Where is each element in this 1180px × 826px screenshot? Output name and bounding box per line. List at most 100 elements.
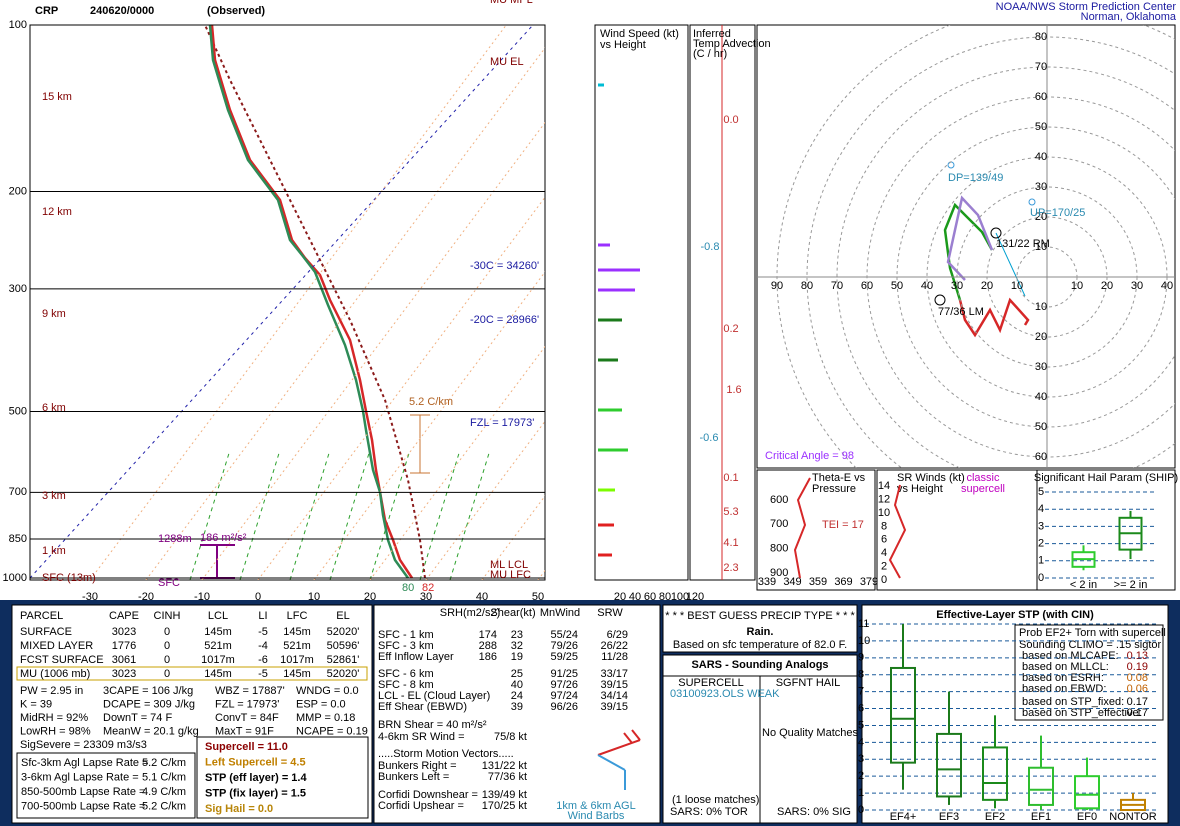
- adv-value: 5.3: [723, 506, 738, 518]
- stp-prob: Prob EF2+ Torn with supercell: [1019, 627, 1166, 639]
- profiles: [30, 25, 534, 579]
- y-tick-label: 10: [858, 635, 870, 647]
- skewt-annotation: MU MPL: [490, 0, 533, 6]
- pressure-label: 200: [9, 185, 27, 197]
- bottom-boxes: [11, 604, 1169, 824]
- isotherm: [313, 271, 545, 580]
- skewt-annotation: FZL = 17973': [470, 417, 534, 429]
- kin-cell: 11/28: [601, 651, 628, 663]
- composite: Left Supercell = 4.5: [205, 756, 306, 768]
- ring-label: 20: [1035, 331, 1047, 343]
- parcel-cell: 3023: [112, 626, 136, 638]
- mixing-line: [369, 449, 411, 580]
- isotherm: [369, 345, 545, 580]
- wind-title: Wind Speed (kt): [600, 28, 679, 40]
- y-tick-label: 5: [1038, 486, 1044, 498]
- wind-tick: 120: [686, 591, 704, 603]
- sr-ytick: 14: [878, 480, 890, 492]
- lapse-value: 5.2 C/km: [142, 800, 186, 812]
- wind-bars: [598, 83, 640, 557]
- isotherm: [145, 47, 545, 580]
- parcel-header: LI: [258, 610, 267, 622]
- lapse-value: 5.1 C/km: [142, 771, 186, 783]
- kin-cell: 39/15: [600, 701, 628, 713]
- theta-trace: [793, 477, 811, 579]
- pressure-label: 700: [9, 486, 27, 498]
- pressure-label: 1000: [3, 572, 27, 584]
- kin-cell: 174: [479, 629, 497, 641]
- box: [1074, 775, 1100, 810]
- ring-label: 30: [951, 280, 963, 292]
- ring-label: 30: [1035, 181, 1047, 193]
- stp-row-label: based on EBWD:: [1022, 683, 1106, 695]
- adv-value: 1.6: [726, 384, 741, 396]
- index: FZL = 17973': [215, 698, 279, 710]
- kin-cell: 19: [511, 651, 523, 663]
- mixing-line: [419, 449, 461, 580]
- temp-tick-label: 30: [420, 591, 432, 603]
- rm-marker: [990, 227, 1002, 239]
- date: 240620/0000: [90, 5, 154, 17]
- adv-title: Inferred: [693, 28, 731, 40]
- kin-cell: LCL - EL (Cloud Layer): [378, 690, 490, 702]
- motion-label: Corfidi Upshear =: [378, 800, 464, 812]
- stp-row-value: 0.17: [1127, 696, 1148, 708]
- temp-tick-label: 0: [255, 591, 261, 603]
- stp-row-label: based on MLLCL:: [1022, 661, 1109, 673]
- parcel-cell: 0: [164, 640, 170, 652]
- mixing-ratio-lines: [189, 449, 491, 580]
- skewt-annotation: -30C = 34260': [470, 260, 539, 272]
- category-label: EF2: [985, 811, 1005, 823]
- ring-label: 30: [1131, 280, 1143, 292]
- theta-ytick: 600: [770, 494, 788, 506]
- sr-ytick: 4: [881, 547, 887, 559]
- index: MMP = 0.18: [296, 712, 355, 724]
- sr-note: supercell: [961, 483, 1005, 495]
- hodograph-trace: [934, 161, 1036, 338]
- wind-tick: 80: [659, 591, 671, 603]
- temp-tick-label: 40: [476, 591, 488, 603]
- composite: Sig Hail = 0.0: [205, 803, 273, 815]
- kin-cell: 97/24: [550, 690, 578, 702]
- ring-label: 20: [1101, 280, 1113, 292]
- category-label: EF4+: [890, 811, 917, 823]
- parcel-cell: -6: [258, 654, 268, 666]
- parcel-cell: MIXED LAYER: [20, 640, 93, 652]
- kin-cell: 55/24: [550, 629, 578, 641]
- height-label: SFC (13m): [42, 572, 96, 584]
- adv-value: 4.1: [723, 537, 738, 549]
- ship-panel: [1036, 469, 1176, 591]
- y-tick-label: 1: [1038, 555, 1044, 567]
- pressure-label: 100: [9, 19, 27, 31]
- hodo-ring: [776, 25, 1175, 468]
- up-marker: [1028, 198, 1036, 206]
- up-label: UP=170/25: [1030, 207, 1085, 219]
- index: LowRH = 98%: [20, 725, 91, 737]
- hodo-ring: [1016, 246, 1078, 308]
- index: K = 39: [20, 698, 52, 710]
- motion-label: Corfidi Downshear =: [378, 789, 478, 801]
- panel-frames: [29, 24, 1176, 591]
- kin-cell: 59/25: [550, 651, 578, 663]
- adv-title: Temp Advection: [693, 38, 771, 50]
- ring-label: 60: [1035, 451, 1047, 463]
- index: WNDG = 0.0: [296, 685, 359, 697]
- mixing-line: [289, 449, 331, 580]
- y-tick-label: 4: [1038, 503, 1044, 515]
- mu-highlight: [16, 666, 368, 681]
- parcel-cell: 1776: [112, 640, 136, 652]
- sr-ytick: 10: [878, 507, 890, 519]
- skewt-annotation: SFC: [158, 577, 180, 589]
- theta-ytick: 900: [770, 567, 788, 579]
- isotherm: [257, 196, 545, 580]
- hodo-ring: [806, 36, 1175, 468]
- parcel-cell: 0: [164, 668, 170, 680]
- height-label: 3 km: [42, 490, 66, 502]
- parcel-cell: FCST SURFACE: [20, 654, 104, 666]
- skewt-annotation: -20C = 28966': [470, 314, 539, 326]
- index: MidRH = 92%: [20, 712, 88, 724]
- ring-label: 70: [831, 280, 843, 292]
- theta-xtick: 339: [758, 576, 776, 588]
- parcel-cell: 1017m: [280, 654, 314, 666]
- barb: [597, 739, 641, 756]
